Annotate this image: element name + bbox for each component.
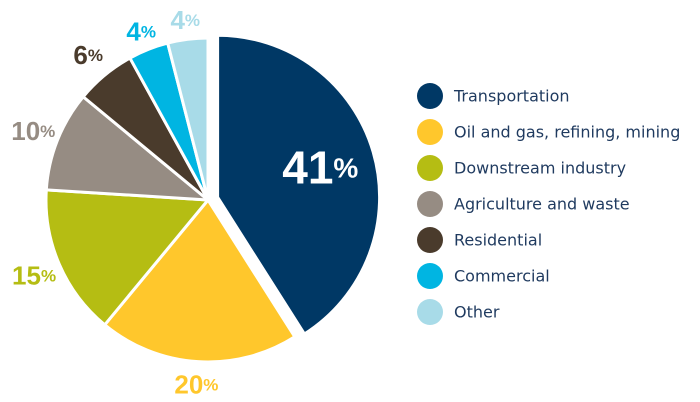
legend-swatch bbox=[417, 191, 443, 217]
legend-item-transportation: Transportation bbox=[417, 83, 570, 109]
legend-item-agriculture-and-waste: Agriculture and waste bbox=[417, 191, 630, 217]
legend-label: Downstream industry bbox=[454, 159, 626, 178]
slice-labels: 41% 20% 15% 10% 6% 4% 4% bbox=[11, 5, 358, 399]
pie-slice-other bbox=[166, 36, 210, 202]
legend-label: Other bbox=[454, 303, 500, 322]
legend-item-other: Other bbox=[417, 299, 500, 325]
legend-item-residential: Residential bbox=[417, 227, 542, 253]
pie-slice-oil-and-gas-refining-mining bbox=[103, 198, 297, 364]
slice-label-transportation: 41% bbox=[282, 141, 358, 193]
legend-label: Transportation bbox=[453, 87, 570, 106]
legend-swatch bbox=[417, 119, 443, 145]
legend-swatch bbox=[417, 83, 443, 109]
legend-item-commercial: Commercial bbox=[417, 263, 550, 289]
slice-label-downstream-industry: 15% bbox=[12, 260, 56, 290]
legend-swatch bbox=[417, 263, 443, 289]
legend-label: Oil and gas, refining, mining bbox=[454, 123, 680, 142]
slice-label-residential: 6% bbox=[73, 40, 103, 70]
legend-label: Agriculture and waste bbox=[454, 195, 630, 214]
legend-label: Residential bbox=[454, 231, 542, 250]
legend-item-downstream-industry: Downstream industry bbox=[417, 155, 626, 181]
legend-label: Commercial bbox=[454, 267, 550, 286]
slice-label-oil-and-gas-refining-mining: 20% bbox=[174, 369, 218, 399]
pie-slice-downstream-industry bbox=[44, 188, 210, 327]
legend: Transportation Oil and gas, refining, min… bbox=[417, 83, 680, 325]
pie-slice-agriculture-and-waste bbox=[44, 95, 210, 202]
slice-label-other: 4% bbox=[170, 5, 200, 35]
legend-swatch bbox=[417, 299, 443, 325]
slice-label-agriculture-and-waste: 10% bbox=[11, 116, 55, 146]
pie-slices bbox=[44, 33, 382, 364]
legend-swatch bbox=[417, 227, 443, 253]
legend-swatch bbox=[417, 155, 443, 181]
legend-item-oil-and-gas-refining-mining: Oil and gas, refining, mining bbox=[417, 119, 680, 145]
pie-slice-transportation bbox=[216, 33, 382, 336]
slice-label-commercial: 4% bbox=[126, 16, 156, 46]
